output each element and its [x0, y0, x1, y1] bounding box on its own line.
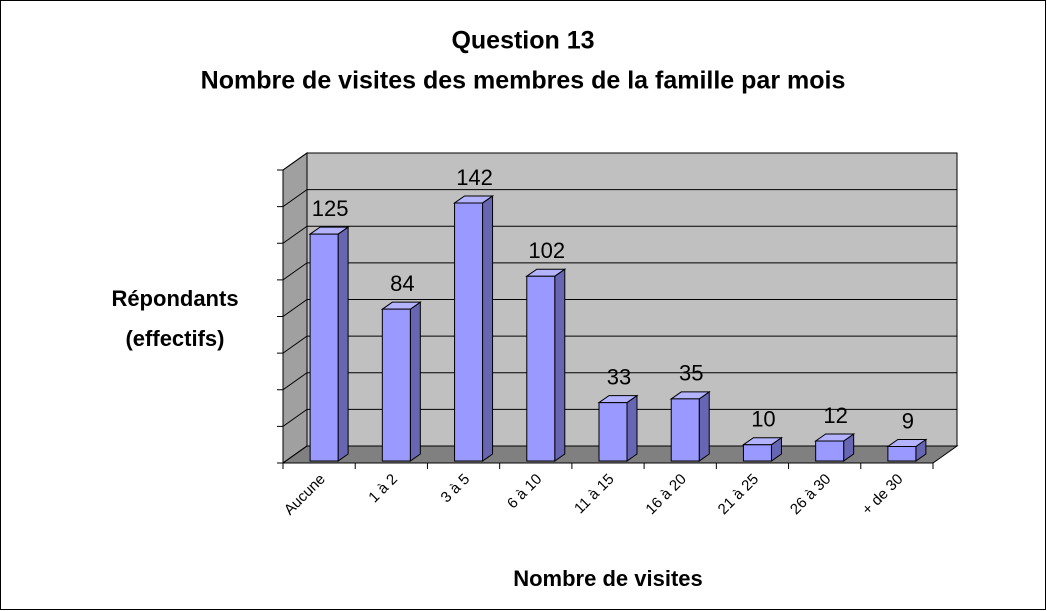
bar-front	[598, 402, 628, 462]
grid-line	[282, 335, 308, 354]
bar-side	[626, 394, 638, 462]
bar	[886, 438, 928, 462]
bar-front	[815, 440, 845, 462]
x-axis-label: Nombre de visites	[513, 566, 703, 591]
grid-line	[282, 372, 308, 391]
chart-title: Question 13	[451, 27, 594, 55]
bar-side	[698, 390, 710, 462]
bar	[452, 195, 495, 462]
data-label: 142	[456, 165, 493, 190]
grid-line	[282, 189, 308, 208]
bar-side	[554, 268, 566, 462]
bar-side	[337, 226, 349, 462]
grid-line	[282, 408, 308, 427]
y-axis-label: Répondants	[111, 286, 238, 311]
chart-subtitle: Nombre de visites des membres de la fami…	[201, 67, 846, 95]
grid-line	[282, 152, 308, 171]
data-label: 125	[312, 196, 349, 221]
bar-side	[482, 195, 494, 462]
bar	[380, 301, 422, 462]
data-label: 84	[390, 271, 414, 296]
bar	[669, 390, 711, 462]
grid-line	[282, 299, 308, 317]
y-axis-label: (effectifs)	[125, 326, 224, 351]
bar-front	[670, 398, 700, 462]
data-label: 9	[902, 408, 914, 433]
grid-line	[282, 262, 308, 281]
bar-front	[454, 202, 484, 462]
data-label: 10	[751, 407, 775, 432]
bar-front	[887, 446, 917, 462]
bar-side	[409, 301, 421, 462]
data-label: 35	[679, 361, 703, 386]
bar-front	[381, 308, 411, 462]
bar-front	[309, 233, 339, 462]
data-label: 102	[528, 238, 565, 263]
data-label: 12	[823, 403, 847, 428]
grid-line	[282, 445, 308, 464]
bar-front	[742, 444, 772, 462]
bar	[814, 433, 856, 462]
data-label: 33	[607, 364, 631, 389]
bar-front	[526, 275, 556, 462]
bar	[741, 436, 784, 462]
grid-line	[282, 225, 308, 244]
bar	[308, 226, 350, 462]
bar	[525, 268, 567, 462]
bar	[597, 394, 639, 462]
